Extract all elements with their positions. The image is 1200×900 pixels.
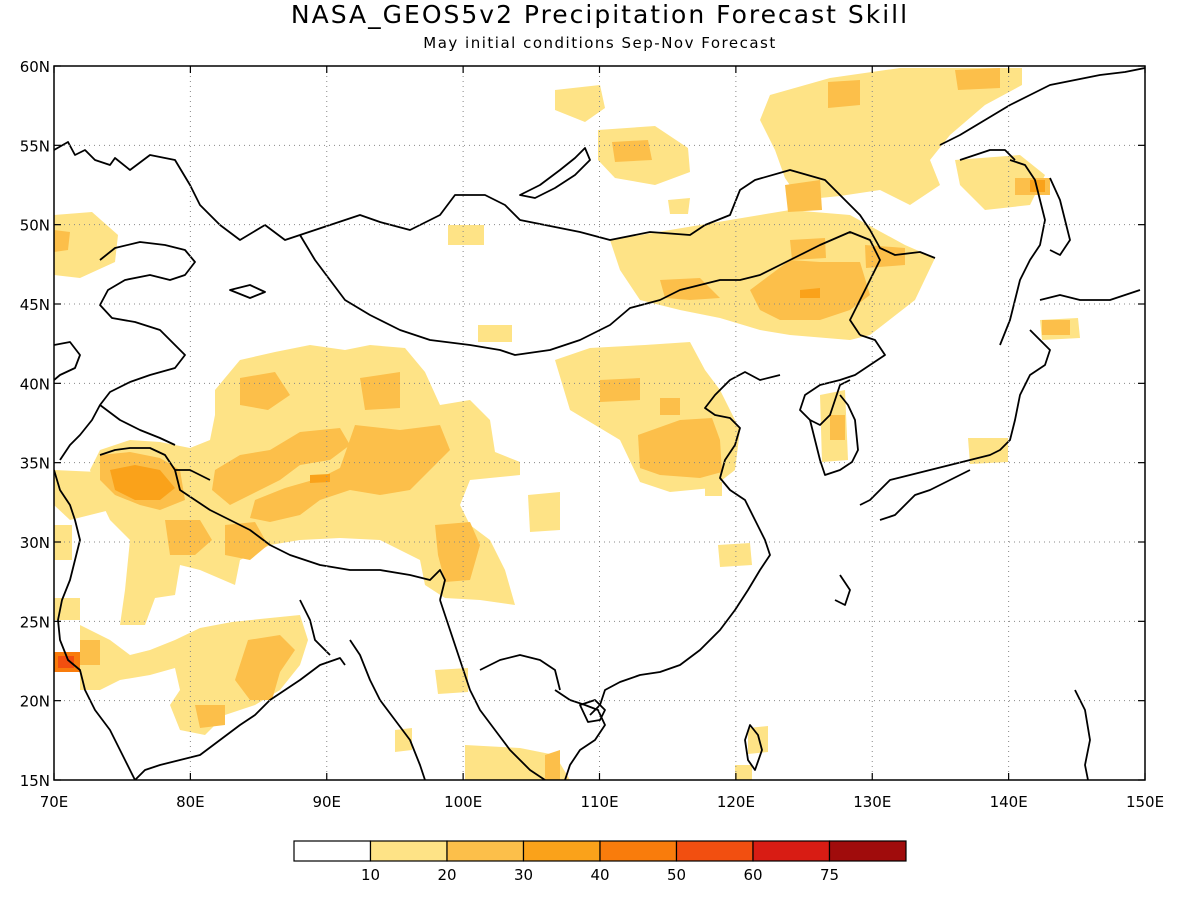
colorbar-swatch	[293, 840, 372, 862]
colorbar-label: 60	[743, 866, 762, 884]
skill-band-50-60	[58, 656, 74, 668]
colorbar-swatch	[675, 840, 754, 862]
colorbar-label: 40	[590, 866, 609, 884]
lon-tick-label: 140E	[990, 793, 1028, 811]
lat-tick-label: 30N	[20, 534, 50, 552]
skill-shading	[54, 68, 1080, 780]
skill-band-10-20	[54, 68, 1080, 780]
lon-tick-label: 130E	[853, 793, 891, 811]
lon-tick-label: 100E	[444, 793, 482, 811]
skill-band-20-30	[54, 68, 1070, 780]
colorbar-label: 10	[361, 866, 380, 884]
colorbar-label: 50	[667, 866, 686, 884]
lat-tick-label: 20N	[20, 693, 50, 711]
colorbar-label: 30	[514, 866, 533, 884]
axis-ticks	[53, 65, 1146, 781]
colorbar-label: 75	[820, 866, 839, 884]
lat-tick-label: 60N	[20, 58, 50, 76]
lat-tick-label: 40N	[20, 375, 50, 393]
colorbar-swatch	[599, 840, 678, 862]
lon-tick-label: 90E	[312, 793, 341, 811]
colorbar-swatch	[446, 840, 525, 862]
lat-tick-label: 45N	[20, 296, 50, 314]
lat-tick-label: 15N	[20, 772, 50, 790]
colorbar-swatch	[369, 840, 448, 862]
lon-tick-label: 120E	[717, 793, 755, 811]
lat-tick-label: 55N	[20, 137, 50, 155]
skill-band-30-40	[110, 180, 1045, 500]
chart-subtitle: May initial conditions Sep-Nov Forecast	[423, 34, 777, 52]
chart-title: NASA_GEOS5v2 Precipitation Forecast Skil…	[290, 0, 910, 29]
lat-tick-label: 50N	[20, 217, 50, 235]
colorbar-swatch	[752, 840, 831, 862]
lon-tick-label: 70E	[40, 793, 69, 811]
lon-tick-label: 80E	[176, 793, 205, 811]
coastlines-and-borders	[54, 67, 1145, 780]
longitude-tick-labels: 70E 80E 90E 100E 110E 120E 130E 140E 150E	[40, 793, 1164, 811]
colorbar-labels: 10 20 30 40 50 60 75	[361, 866, 839, 884]
lon-tick-label: 110E	[580, 793, 618, 811]
lat-tick-label: 25N	[20, 613, 50, 631]
colorbar-label: 20	[437, 866, 456, 884]
colorbar-swatch	[522, 840, 601, 862]
colorbar	[293, 840, 907, 862]
lon-tick-label: 150E	[1126, 793, 1164, 811]
latitude-tick-labels: 15N 20N 25N 30N 35N 40N 45N 50N 55N 60N	[20, 58, 50, 790]
map-grid	[54, 66, 1145, 780]
lat-tick-label: 35N	[20, 455, 50, 473]
colorbar-swatch	[828, 840, 907, 862]
